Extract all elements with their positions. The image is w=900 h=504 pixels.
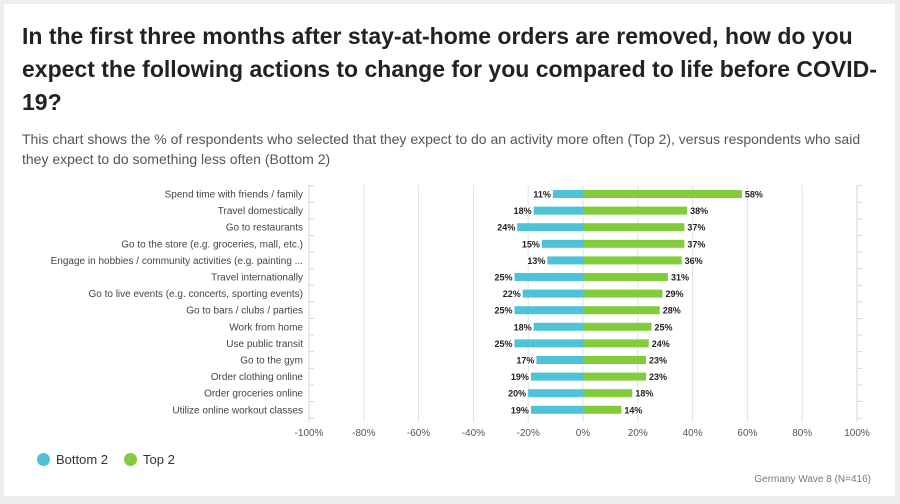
bar-bottom2 [514,339,583,348]
bar-top2 [583,256,682,265]
category-label: Spend time with friends / family [165,190,303,201]
bar-bottom2 [530,405,583,414]
category-label: Go to the gym [240,356,303,367]
bar-top2 [583,239,685,248]
bar-top2 [583,356,647,364]
x-tick-label: -20% [517,428,540,439]
data-label-top2: 23% [649,372,667,382]
legend-label-bottom2: Bottom 2 [56,452,109,467]
data-label-top2: 23% [649,356,667,366]
data-label-top2: 37% [687,239,705,249]
bar-bottom2 [517,223,583,232]
data-label-top2: 58% [745,190,763,200]
x-tick-label: 80% [792,428,812,439]
bar-top2 [583,306,660,315]
data-label-bottom2: 25% [494,273,512,283]
data-label-bottom2: 17% [516,356,534,366]
bar-top2 [583,405,622,414]
bar-bottom2 [552,190,583,198]
bar-top2 [583,206,688,215]
bar-top2 [583,372,647,381]
bar-top2 [583,190,742,198]
x-tick-label: -100% [295,428,324,439]
category-label: Travel domestically [218,206,303,217]
category-label: Go to the store (e.g. groceries, mall, e… [121,239,303,250]
data-label-top2: 24% [652,339,670,349]
category-label: Go to bars / clubs / parties [186,306,303,317]
bar-bottom2 [547,256,583,265]
x-tick-label: 0% [576,428,591,439]
data-label-top2: 18% [635,389,653,399]
bar-bottom2 [522,289,583,298]
bar-top2 [583,223,685,232]
data-label-bottom2: 11% [533,190,551,200]
bar-bottom2 [528,389,583,398]
chart-title: In the first three months after stay-at-… [22,23,877,115]
legend: Bottom 2 Top 2 [37,452,175,467]
x-tick-label: 60% [737,428,757,439]
legend-item-top2[interactable]: Top 2 [124,452,175,467]
chart-card: In the first three months after stay-at-… [4,4,895,496]
data-label-top2: 14% [624,405,642,415]
bar-top2 [583,322,652,331]
data-label-bottom2: 18% [514,322,532,332]
bar-bottom2 [514,273,583,281]
data-label-bottom2: 25% [494,306,512,316]
x-tick-label: 20% [628,428,648,439]
data-label-bottom2: 20% [508,389,526,399]
legend-swatch-top2 [124,453,138,466]
bar-top2 [583,273,668,281]
legend-swatch-bottom2 [37,453,50,466]
x-tick-label: -40% [462,428,485,439]
x-tick-label: -60% [407,428,430,439]
bar-bottom2 [514,306,583,315]
bar-bottom2 [541,239,583,248]
bar-top2 [583,389,633,398]
category-label: Travel internationally [211,273,303,284]
data-label-bottom2: 13% [527,256,545,266]
diverging-bar-chart: -100% -80% -60% -40% -20% 0% 20% 40% 60% 80% 100% S… [51,185,870,439]
bar-bottom2 [533,322,583,331]
data-label-top2: 28% [663,306,681,316]
data-label-bottom2: 25% [494,339,512,349]
category-label: Go to live events (e.g. concerts, sporti… [88,289,303,300]
data-label-top2: 25% [655,322,673,332]
category-label: Order clothing online [211,372,304,383]
category-label: Utilize online workout classes [172,405,303,416]
x-tick-label: -80% [352,428,375,439]
footnote: Germany Wave 8 (N=416) [754,474,871,485]
data-label-bottom2: 22% [503,289,521,299]
bar-bottom2 [536,356,583,364]
data-label-top2: 29% [665,289,683,299]
bar-bottom2 [533,206,583,215]
category-label: Order groceries online [204,389,303,400]
data-label-top2: 36% [685,256,703,266]
data-label-top2: 37% [687,223,705,233]
bar-bottom2 [530,372,583,381]
chart-subtitle: This chart shows the % of respondents wh… [22,131,861,167]
bar-top2 [583,289,663,298]
data-label-bottom2: 24% [497,223,515,233]
data-label-top2: 31% [671,273,689,283]
legend-item-bottom2[interactable]: Bottom 2 [37,452,108,467]
data-label-bottom2: 18% [514,206,532,216]
data-label-top2: 38% [690,206,708,216]
data-label-bottom2: 15% [522,239,540,249]
x-tick-label: 100% [844,428,870,439]
category-label: Go to restaurants [226,223,303,234]
data-label-bottom2: 19% [511,405,529,415]
category-label: Use public transit [226,339,303,350]
category-label: Engage in hobbies / community activities… [51,256,303,267]
legend-label-top2: Top 2 [143,452,175,467]
x-tick-label: 40% [683,428,703,439]
category-label: Work from home [229,322,303,333]
data-label-bottom2: 19% [511,372,529,382]
bar-top2 [583,339,649,348]
